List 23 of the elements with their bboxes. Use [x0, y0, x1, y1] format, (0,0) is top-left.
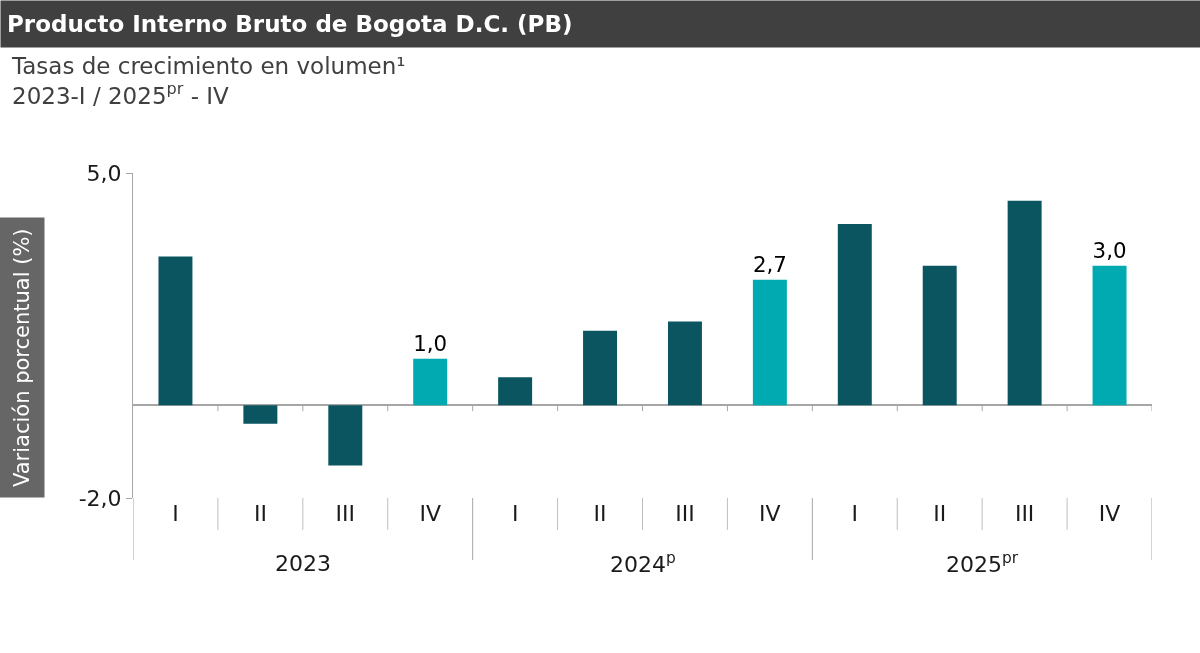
y-tick-label: -2,0	[78, 485, 122, 511]
x-tick-label: IV	[419, 501, 441, 526]
x-tick-label: III	[335, 501, 356, 526]
x-tick-label: I	[851, 501, 859, 526]
data-label: 2,7	[752, 251, 787, 277]
chart-title: Producto Interno Bruto de Bogota D.C. (PB)	[7, 11, 573, 37]
x-tick-label: II	[933, 501, 947, 526]
y-axis-title: Variación porcentual (%)	[10, 228, 34, 487]
data-label: 1,0	[413, 330, 448, 356]
x-tick-label: IV	[759, 501, 781, 526]
text: 2025$^{pr}$	[946, 549, 1019, 578]
x-tick-label: I	[172, 501, 179, 526]
text: 2023	[275, 551, 331, 576]
chart-subtitle: Tasas de crecimiento en volumen¹ 2023-I / 2025$^{pr}$ - IV	[11, 53, 406, 109]
x-tick-label: III	[675, 501, 695, 526]
x-tick-label: II	[253, 501, 267, 526]
y-tick-label: 5,0	[86, 160, 122, 186]
x-tick-label: IV	[1098, 501, 1121, 526]
x-tick-label: III	[1014, 501, 1035, 526]
x-tick-label: II	[593, 501, 607, 526]
x-tick-label: I	[511, 501, 519, 526]
data-label: 3,0	[1092, 238, 1127, 264]
text: 2024$^{p}$	[610, 549, 676, 578]
